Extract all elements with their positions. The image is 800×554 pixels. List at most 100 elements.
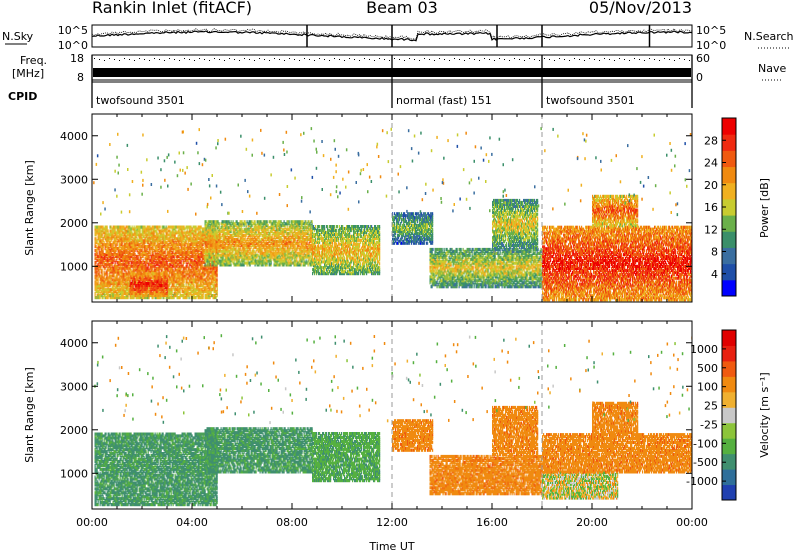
power-echo-cell xyxy=(105,250,107,255)
power-echo-cell xyxy=(194,268,196,272)
power-echo-cell xyxy=(135,229,137,233)
power-echo-cell xyxy=(140,262,142,266)
power-echo-cell xyxy=(206,224,208,228)
power-echo-cell xyxy=(171,241,173,245)
power-echo-cell xyxy=(164,241,166,245)
power-echo-cell xyxy=(200,294,202,298)
power-echo-cell xyxy=(233,243,235,247)
power-echo-cell xyxy=(246,257,248,261)
power-echo-cell xyxy=(112,227,114,231)
power-echo-cell xyxy=(102,243,104,247)
power-echo-cell xyxy=(214,261,216,265)
power-echo-cell xyxy=(130,274,132,278)
power-echo-cell xyxy=(142,241,144,245)
power-echo-cell xyxy=(113,239,115,243)
power-echo-cell xyxy=(231,257,233,261)
power-echo-cell xyxy=(163,260,165,264)
power-echo-cell xyxy=(171,272,173,276)
power-echo-cell xyxy=(157,293,159,297)
power-echo-cell xyxy=(166,266,168,270)
power-echo-cell xyxy=(149,249,151,253)
power-echo-cell xyxy=(240,237,242,242)
power-echo-cell xyxy=(146,247,148,251)
power-echo-cell xyxy=(104,237,106,241)
power-echo-cell xyxy=(244,247,246,251)
power-echo-cell xyxy=(222,243,224,247)
power-echo-cell xyxy=(203,266,205,270)
power-echo-cell xyxy=(103,290,105,294)
power-echo-cell xyxy=(254,243,256,247)
power-echo-cell xyxy=(252,257,254,261)
power-echo-cell xyxy=(151,233,153,237)
power-echo-cell xyxy=(107,290,109,294)
power-echo-cell xyxy=(208,237,210,242)
power-echo-cell xyxy=(161,280,163,284)
power-echo-cell xyxy=(159,252,161,257)
power-echo-cell xyxy=(190,243,192,247)
power-echo-cell xyxy=(168,254,170,258)
power-echo-cell xyxy=(119,282,121,286)
power-echo-cell xyxy=(178,282,180,286)
power-echo-cell xyxy=(220,245,222,249)
power-echo-cell xyxy=(194,256,196,260)
power-echo-cell xyxy=(131,276,133,280)
power-echo-cell xyxy=(164,227,166,231)
power-echo-cell xyxy=(116,233,118,237)
power-echo-cell xyxy=(162,293,164,297)
power-echo-cell xyxy=(160,289,162,294)
power-echo-cell xyxy=(154,268,156,272)
power-echo-cell xyxy=(190,276,192,280)
power-echo-cell xyxy=(118,243,120,247)
nave-point xyxy=(149,60,150,61)
power-echo-cell xyxy=(123,243,125,247)
power-echo-cell xyxy=(204,268,206,272)
power-echo-cell xyxy=(222,249,224,253)
power-echo-cell xyxy=(176,282,178,286)
power-echo-cell xyxy=(105,284,107,288)
power-echo-cell xyxy=(220,263,222,267)
power-echo-cell xyxy=(181,256,183,260)
power-echo-cell xyxy=(255,224,257,228)
power-echo-cell xyxy=(123,245,125,249)
power-echo-cell xyxy=(180,272,182,276)
power-echo-cell xyxy=(130,285,132,290)
power-echo-cell xyxy=(242,239,244,243)
power-echo-cell xyxy=(144,245,146,249)
power-echo-cell xyxy=(164,282,166,286)
power-echo-cell xyxy=(160,254,162,258)
power-echo-cell xyxy=(151,249,153,253)
power-echo-cell xyxy=(155,268,157,272)
power-echo-cell xyxy=(149,270,151,274)
power-echo-cell xyxy=(196,286,198,290)
power-echo-cell xyxy=(222,255,224,259)
power-echo-cell xyxy=(178,264,180,268)
power-echo-cell xyxy=(172,268,174,272)
power-echo-cell xyxy=(196,227,198,231)
nave-point xyxy=(154,58,155,59)
power-echo-cell xyxy=(251,255,253,259)
power-echo-cell xyxy=(184,256,186,260)
power-echo-cell xyxy=(238,249,240,253)
power-echo-cell xyxy=(146,268,148,272)
power-echo-cell xyxy=(213,237,215,242)
power-echo-cell xyxy=(162,282,164,286)
power-echo-cell xyxy=(153,280,155,284)
power-echo-cell xyxy=(201,247,203,251)
power-echo-cell xyxy=(190,284,192,288)
power-echo-cell xyxy=(200,282,202,286)
power-echo-cell xyxy=(130,241,132,245)
power-echo-cell xyxy=(111,288,113,292)
power-echo-cell xyxy=(202,268,204,272)
power-echo-cell xyxy=(244,230,246,234)
power-echo-cell xyxy=(119,237,121,241)
power-echo-cell xyxy=(112,282,114,286)
power-echo-cell xyxy=(204,272,206,276)
power-echo-cell xyxy=(221,245,223,249)
power-echo-cell xyxy=(139,282,141,286)
power-echo-cell xyxy=(242,222,244,226)
power-echo-cell xyxy=(194,266,196,270)
power-echo-cell xyxy=(99,231,101,235)
power-echo-cell xyxy=(113,288,115,292)
power-echo-cell xyxy=(155,285,157,290)
power-echo-cell xyxy=(134,258,136,262)
